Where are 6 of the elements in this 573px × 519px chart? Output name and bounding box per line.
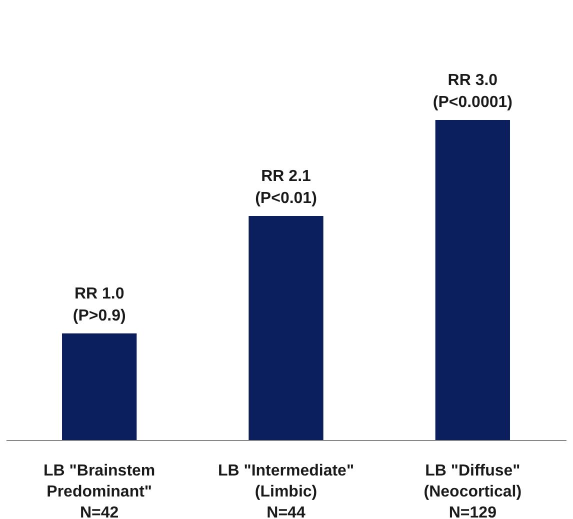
data-label: RR 1.0 (P>0.9) (72, 285, 126, 324)
x-tick-label: LB "Diffuse" (Neocortical) N=129 (424, 462, 522, 519)
x-tick-label: LB "Intermediate" (Limbic) N=44 (218, 462, 354, 519)
data-label: RR 3.0 (P<0.0001) (432, 72, 512, 111)
data-label: RR 2.1 (P<0.01) (255, 168, 317, 207)
x-tick-label: LB "Brainstem Predominant" N=42 (44, 462, 156, 519)
